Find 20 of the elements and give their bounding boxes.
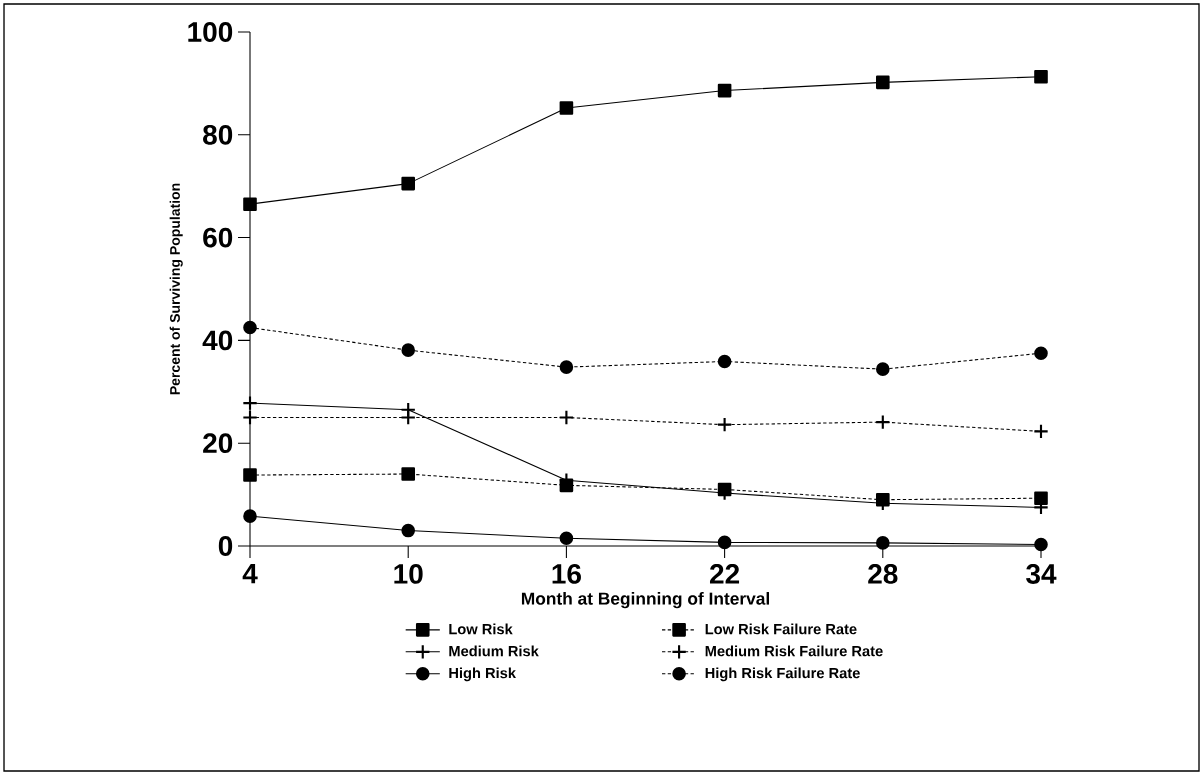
x-axis-title: Month at Beginning of Interval — [521, 592, 769, 609]
y-axis-title: Percent of Surviving Population — [169, 183, 183, 395]
y-tick-label: 100 — [188, 22, 233, 42]
legend-label: Low Risk Failure Rate — [705, 623, 857, 635]
y-tick-label: 40 — [202, 330, 233, 351]
y-tick-label: 60 — [203, 227, 233, 248]
x-tick-label: 10 — [394, 564, 423, 584]
legend-label: Medium Risk — [449, 645, 539, 657]
x-tick-label: 4 — [242, 564, 258, 584]
legend-label: High Risk Failure Rate — [705, 667, 860, 682]
x-tick-label: 34 — [1026, 564, 1057, 584]
legend-label: Low Risk — [449, 623, 513, 635]
y-tick-label: 20 — [203, 433, 233, 454]
x-tick-label: 28 — [868, 564, 898, 584]
legend-label: High Risk — [449, 667, 517, 682]
x-tick-label: 16 — [552, 564, 581, 584]
x-tick-label: 22 — [709, 564, 740, 584]
y-tick-label: 0 — [218, 536, 233, 556]
y-tick-label: 80 — [203, 124, 233, 145]
legend-label: Medium Risk Failure Rate — [705, 645, 883, 657]
